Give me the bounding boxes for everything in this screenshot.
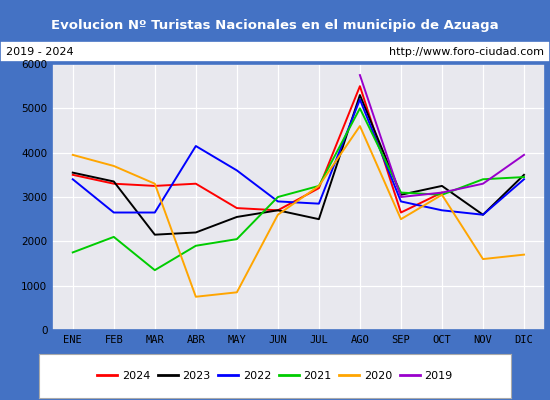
Text: 2019 - 2024: 2019 - 2024: [6, 47, 73, 57]
Legend: 2024, 2023, 2022, 2021, 2020, 2019: 2024, 2023, 2022, 2021, 2020, 2019: [93, 366, 457, 386]
Text: http://www.foro-ciudad.com: http://www.foro-ciudad.com: [389, 47, 544, 57]
Text: Evolucion Nº Turistas Nacionales en el municipio de Azuaga: Evolucion Nº Turistas Nacionales en el m…: [51, 18, 499, 32]
